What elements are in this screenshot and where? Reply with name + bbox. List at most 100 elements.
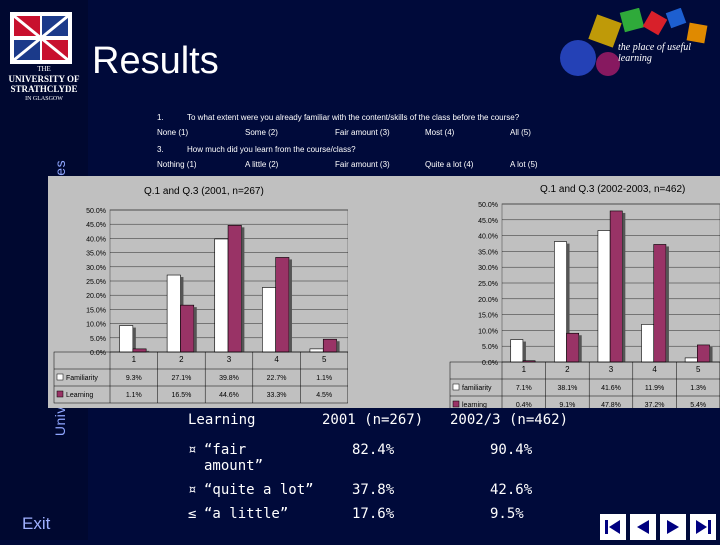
bar-shadow [566,243,570,362]
summary-row-label: “a little” [204,506,289,522]
y-tick-label: 25.0% [86,279,106,286]
bar-learning [322,338,337,353]
bar-learning [653,244,667,363]
category-label: 5 [696,365,701,374]
data-label: 4.5% [316,392,332,399]
bar-shadow [132,327,136,352]
summary-value-2002: 90.4% [490,442,533,458]
data-label: 27.1% [171,375,191,382]
category-label: 3 [227,355,232,364]
q1-scale-item: None (1) [157,128,189,137]
next-slide-button[interactable] [660,514,686,540]
brand-shapes-logo [560,8,708,76]
brand-tagline: the place of useful learning [618,42,692,64]
question-1-number: 1. [157,113,164,122]
data-label: 1.1% [126,392,142,399]
first-slide-icon [605,520,620,534]
data-label: 33.3% [267,392,287,399]
y-tick-label: 50.0% [478,202,498,209]
y-tick-label: 25.0% [478,281,498,288]
previous-slide-button[interactable] [630,514,656,540]
category-label: 1 [522,365,527,374]
summary-value-2001: 17.6% [352,506,395,522]
legend-label: Familiarity [66,375,98,382]
q3-scale-item: Quite a lot (4) [425,160,474,169]
chart-2001: Q.1 and Q.3 (2001, n=267)0.0%5.0%10.0%15… [53,186,349,404]
bar-shadow [622,212,626,362]
category-label: 5 [322,355,327,364]
exit-link[interactable]: Exit [22,514,51,533]
data-label: 7.1% [516,385,532,392]
data-label: 37.2% [645,402,665,408]
data-label: 47.8% [601,402,621,408]
y-tick-label: 45.0% [86,222,106,229]
y-tick-label: 5.0% [482,344,498,351]
y-tick-label: 40.0% [478,234,498,241]
data-label: 44.6% [219,392,239,399]
bar-shadow [665,246,669,362]
bar-familiarity [166,274,181,353]
summary-header-2001: 2001 (n=267) [322,412,424,428]
question-3-text: How much did you learn from the course/c… [187,145,356,154]
summary-value-2002: 42.6% [490,482,533,498]
university-crest-logo [10,12,72,64]
category-label: 4 [274,355,279,364]
bar-shadow [336,341,340,352]
summary-table: Learning 2001 (n=267) 2002/3 (n=462) ¤ “… [180,406,600,540]
y-tick-label: 10.0% [478,328,498,335]
bar-shadow [193,307,197,352]
bar-learning [180,304,195,353]
y-tick-label: 40.0% [86,236,106,243]
q1-scale-item: All (5) [510,128,531,137]
chart-title: Q.1 and Q.3 (2001, n=267) [144,186,264,197]
data-label: 9.3% [126,375,142,382]
category-label: 4 [652,365,657,374]
bar-familiarity [684,357,698,363]
last-slide-button[interactable] [690,514,716,540]
bar-shadow [288,259,292,352]
q3-scale-item: Fair amount (3) [335,160,390,169]
data-label: 38.1% [557,385,577,392]
data-label: 5.4% [690,402,706,408]
y-tick-label: 15.0% [478,313,498,320]
data-label: 16.5% [171,392,191,399]
bar-shadow [241,227,245,352]
y-tick-label: 20.0% [86,293,106,300]
data-label: 0.4% [516,402,532,408]
data-table-border [53,351,349,404]
bar-learning [132,348,147,353]
previous-slide-icon [637,520,649,534]
university-line: STRATHCLYDE [10,84,78,94]
last-slide-icon [696,520,711,534]
data-label: 41.6% [601,385,621,392]
y-tick-label: 10.0% [86,322,106,329]
y-tick-label: 30.0% [86,265,106,272]
bar-learning [609,210,623,363]
bar-learning [566,332,580,363]
legend-swatch [452,400,460,408]
bar-shadow [146,350,150,352]
y-tick-label: 0.0% [90,350,106,357]
university-line: THE [37,65,51,73]
bar-familiarity [641,324,655,363]
bar-familiarity [309,348,324,353]
legend-swatch [56,373,64,381]
y-tick-label: 45.0% [478,218,498,225]
first-slide-button[interactable] [600,514,626,540]
data-label: 39.8% [219,375,239,382]
q1-scale-item: Some (2) [245,128,278,137]
q1-scale-item: Fair amount (3) [335,128,390,137]
summary-header-learning: Learning [188,412,256,428]
summary-value-2002: 9.5% [490,506,524,522]
q1-scale-item: Most (4) [425,128,455,137]
bar-familiarity [214,238,229,353]
category-label: 2 [565,365,570,374]
data-label: 9.1% [559,402,575,408]
university-line: UNIVERSITY OF [8,74,80,84]
y-tick-label: 30.0% [478,265,498,272]
bar-familiarity [510,339,524,363]
y-tick-label: 15.0% [86,307,106,314]
legend-label: Learning [66,392,93,399]
data-label: 11.9% [645,385,664,392]
category-label: 3 [609,365,614,374]
